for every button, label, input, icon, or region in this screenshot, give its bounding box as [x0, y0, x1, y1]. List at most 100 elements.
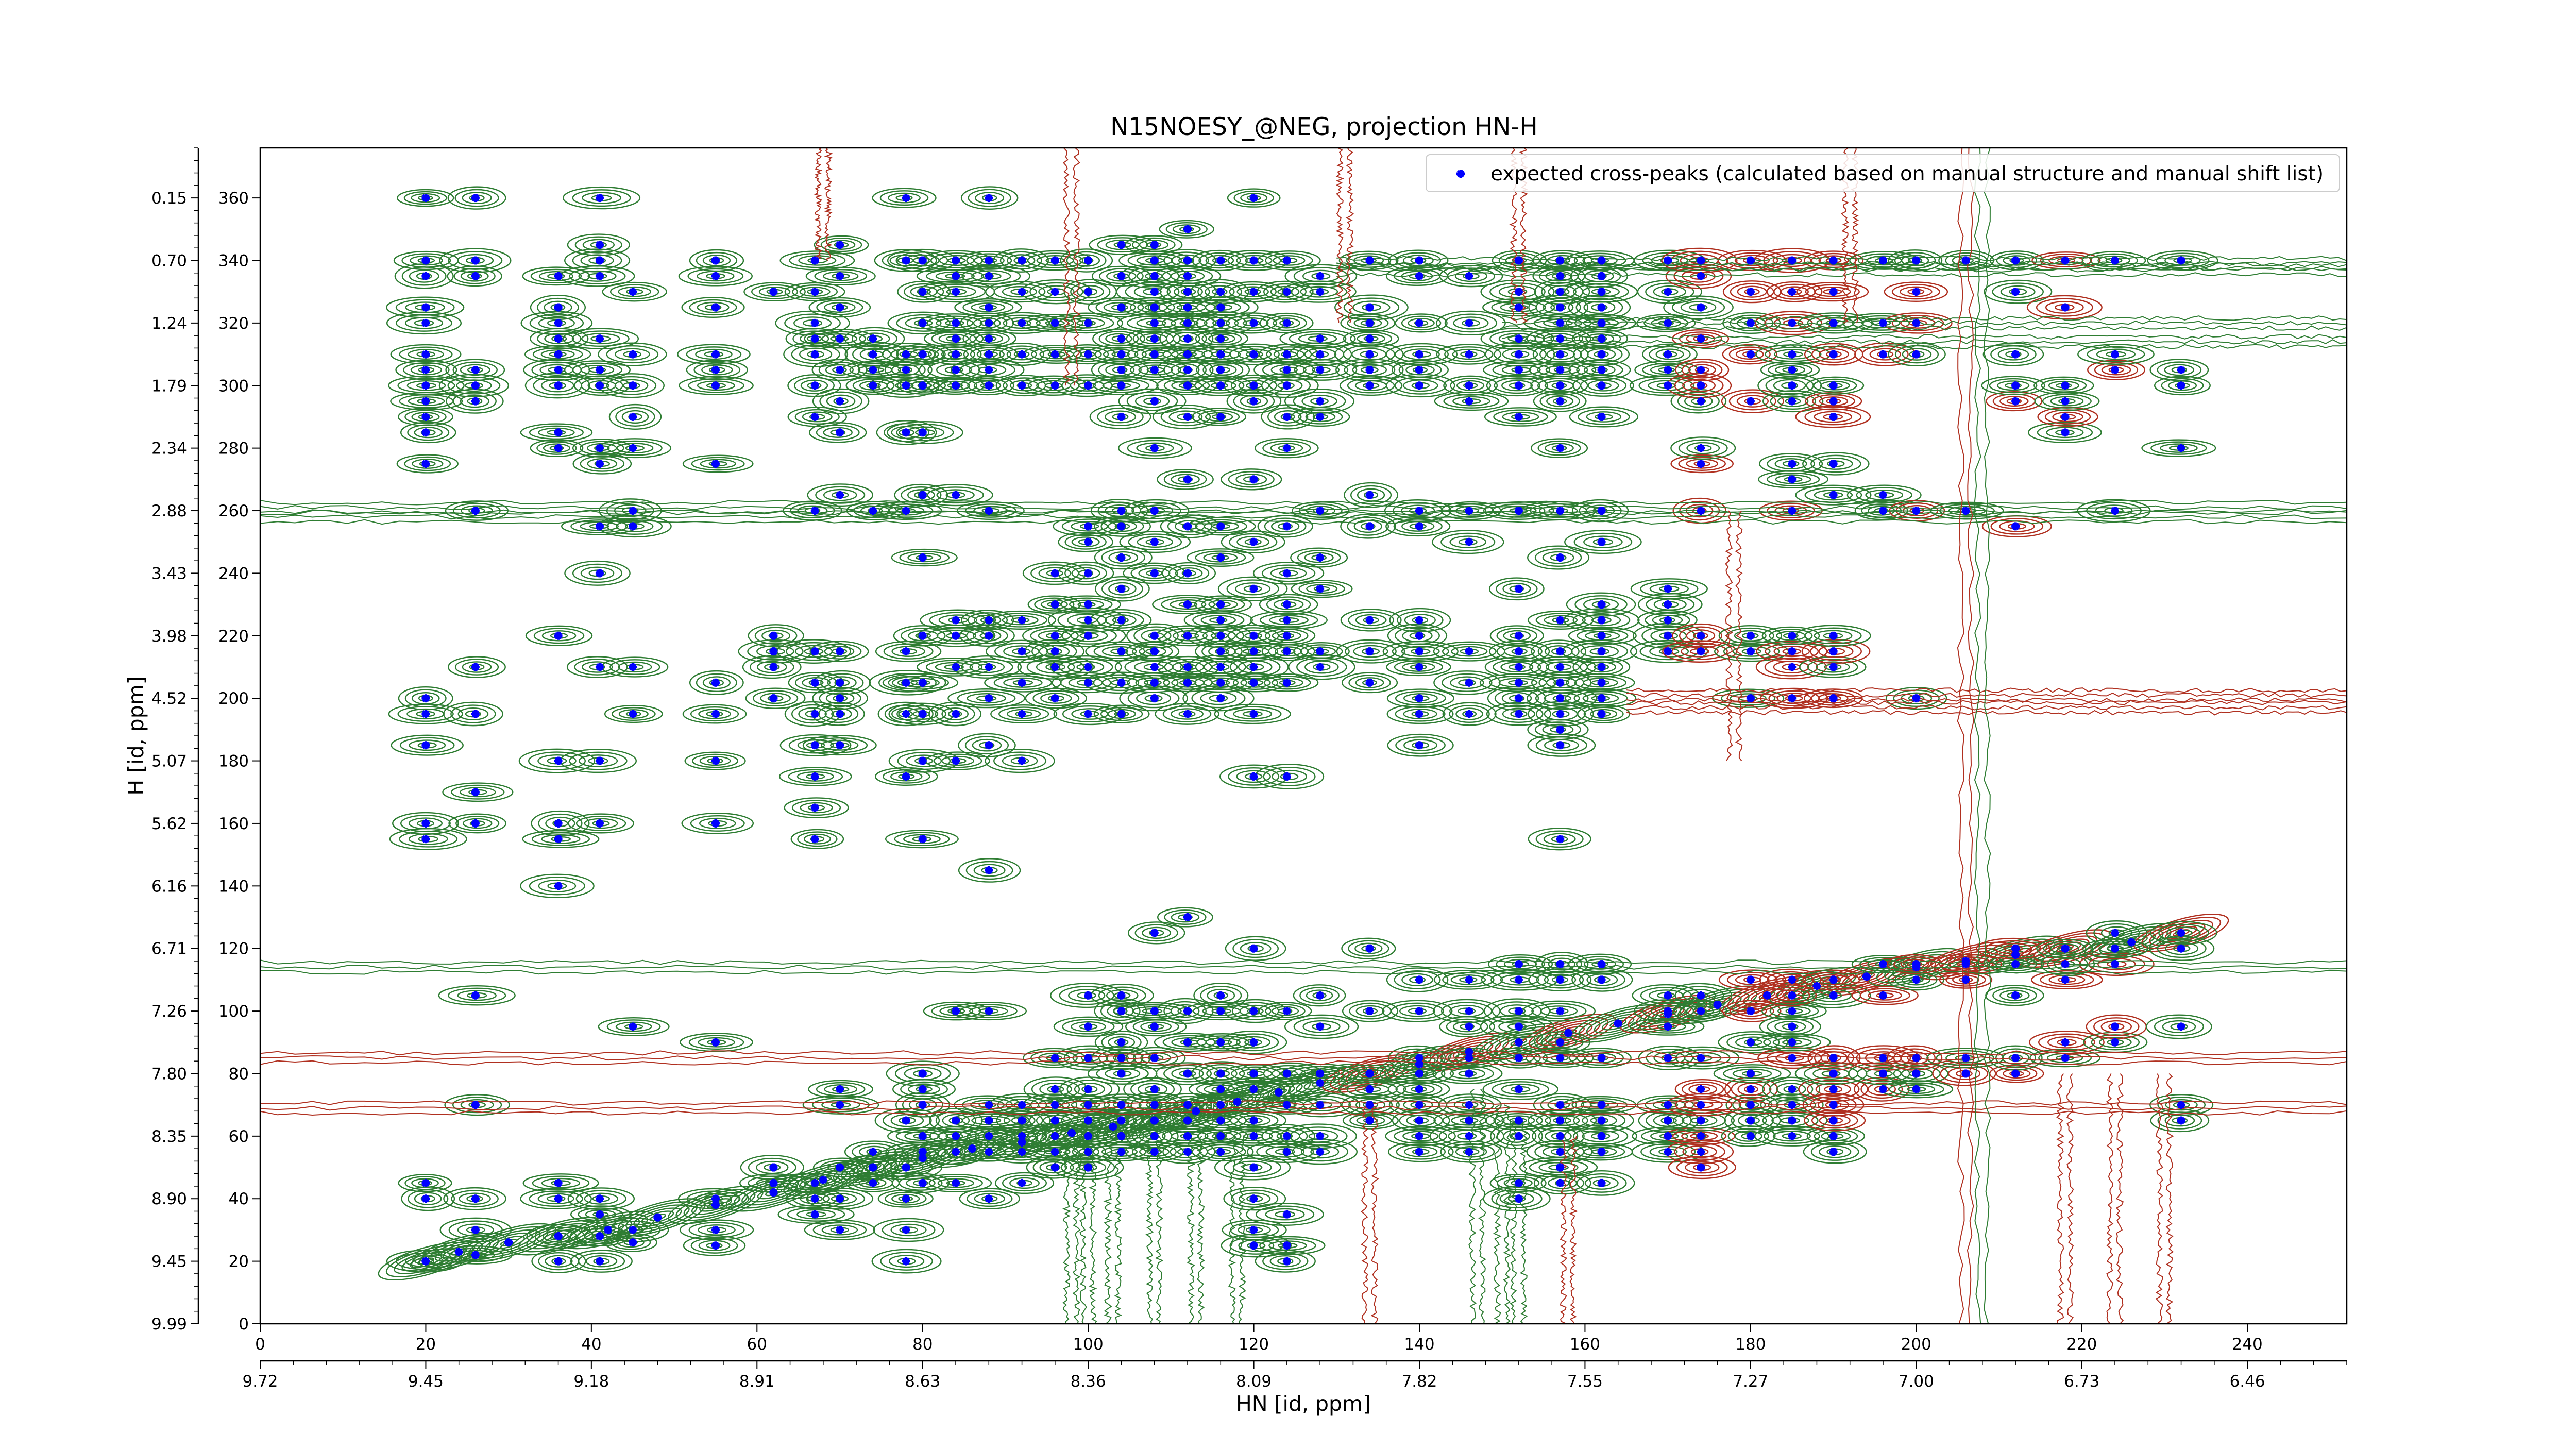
expected-peak-marker — [1697, 444, 1705, 452]
expected-peak-marker — [1183, 225, 1192, 233]
expected-peak-marker — [1829, 491, 1838, 499]
expected-peak-marker — [1183, 522, 1192, 531]
expected-peak-marker — [902, 428, 910, 437]
expected-peak-marker — [1664, 288, 1672, 296]
expected-peak-marker — [711, 1241, 720, 1250]
noise-streak-vertical — [1725, 510, 1743, 762]
expected-peak-marker — [1829, 412, 1838, 421]
cross-peak-contour — [1531, 639, 1586, 664]
expected-peak-marker — [1183, 272, 1192, 280]
expected-peak-marker — [1514, 256, 1523, 265]
y-ppm-tick-label: 9.45 — [151, 1253, 187, 1271]
expected-peak-marker — [1788, 1038, 1797, 1047]
expected-peak-marker — [1746, 631, 1755, 640]
x-index-tick-label: 140 — [1404, 1335, 1434, 1354]
expected-peak-marker — [1084, 710, 1093, 718]
expected-peak-marker — [1788, 475, 1797, 484]
expected-peak-marker — [2177, 929, 2185, 937]
expected-peak-marker — [1514, 1085, 1523, 1093]
expected-peak-marker — [1183, 288, 1192, 296]
expected-peak-marker — [1746, 1116, 1755, 1125]
expected-peak-marker — [869, 365, 877, 374]
expected-peak-marker — [1465, 350, 1473, 359]
expected-peak-marker — [1316, 507, 1325, 515]
expected-peak-marker — [952, 365, 960, 374]
expected-peak-marker — [421, 365, 430, 374]
expected-peak-marker — [1514, 365, 1523, 374]
expected-peak-marker — [471, 1101, 480, 1109]
expected-peak-marker — [471, 365, 480, 374]
expected-peak-marker — [869, 334, 877, 343]
expected-peak-marker — [1365, 318, 1374, 327]
expected-peak-marker — [1316, 1148, 1325, 1156]
expected-peak-marker — [1597, 537, 1606, 546]
cross-peak-contour — [985, 748, 1055, 773]
expected-peak-marker — [2011, 950, 2020, 959]
expected-peak-marker — [1788, 1007, 1797, 1016]
expected-peak-marker — [1050, 350, 1059, 359]
expected-peak-marker — [1150, 507, 1159, 515]
expected-peak-marker — [769, 694, 778, 703]
expected-peak-marker — [595, 1210, 604, 1219]
expected-peak-marker — [421, 318, 430, 327]
expected-peak-marker — [1249, 1163, 1258, 1172]
expected-peak-marker — [1183, 381, 1192, 390]
expected-peak-marker — [1465, 397, 1473, 406]
expected-peak-marker — [1697, 1101, 1705, 1109]
expected-peak-marker — [985, 318, 993, 327]
expected-peak-marker — [1788, 1085, 1797, 1093]
x-ppm-tick-label: 7.00 — [1899, 1372, 1934, 1391]
expected-peak-marker — [1415, 1060, 1423, 1069]
expected-peak-marker — [810, 741, 819, 750]
cross-peak-contour — [1527, 610, 1594, 630]
cross-peak-contour — [882, 673, 959, 692]
x-ppm-tick-label: 9.72 — [242, 1372, 278, 1391]
y-index-tick-label: 260 — [218, 502, 249, 520]
expected-peak-marker — [1316, 272, 1325, 280]
expected-peak-marker — [918, 1178, 927, 1187]
expected-peak-marker — [1697, 272, 1705, 280]
expected-peak-marker — [1556, 350, 1565, 359]
expected-peak-marker — [595, 819, 604, 828]
expected-peak-marker — [421, 303, 430, 312]
expected-peak-marker — [836, 1085, 844, 1093]
expected-peak-marker — [1664, 1022, 1672, 1031]
expected-peak-marker — [2111, 929, 2119, 937]
expected-peak-marker — [1117, 1132, 1126, 1140]
expected-peak-marker — [2061, 960, 2070, 969]
expected-peak-marker — [1192, 1107, 1200, 1116]
expected-peak-marker — [711, 756, 720, 765]
expected-peak-marker — [769, 1178, 778, 1187]
expected-peak-marker — [595, 365, 604, 374]
expected-peak-marker — [1415, 663, 1423, 671]
expected-peak-marker — [595, 194, 604, 203]
expected-peak-marker — [1050, 569, 1059, 578]
expected-peak-marker — [1556, 381, 1565, 390]
cross-peak-contour — [804, 1219, 876, 1240]
expected-peak-marker — [629, 1238, 637, 1247]
expected-peak-marker — [902, 1257, 910, 1266]
cross-peak-contour — [1803, 688, 1863, 709]
cross-peak-contour — [1527, 719, 1589, 740]
cross-peak-contour — [564, 560, 631, 586]
cross-peak-contour — [1486, 702, 1552, 726]
cross-peak-contour — [2149, 936, 2215, 961]
expected-peak-marker — [810, 256, 819, 265]
expected-peak-marker — [1514, 694, 1523, 703]
expected-peak-marker — [2011, 1069, 2020, 1078]
expected-peak-marker — [918, 256, 927, 265]
cross-peak-contour — [1485, 342, 1555, 367]
expected-peak-marker — [1415, 1069, 1423, 1078]
y-index-tick-label: 220 — [218, 627, 249, 646]
legend[interactable]: expected cross-peaks (calculated based o… — [1426, 154, 2340, 192]
cross-peak-contour — [1806, 376, 1865, 395]
expected-peak-marker — [1829, 1148, 1838, 1156]
expected-peak-marker — [1514, 350, 1523, 359]
cross-peak-contour — [790, 829, 844, 849]
expected-peak-marker — [1216, 694, 1225, 703]
cross-peak-contour — [1486, 375, 1548, 397]
expected-peak-marker — [629, 350, 637, 359]
expected-peak-marker — [1316, 288, 1325, 296]
expected-peak-marker — [1697, 381, 1705, 390]
expected-peak-marker — [595, 522, 604, 531]
